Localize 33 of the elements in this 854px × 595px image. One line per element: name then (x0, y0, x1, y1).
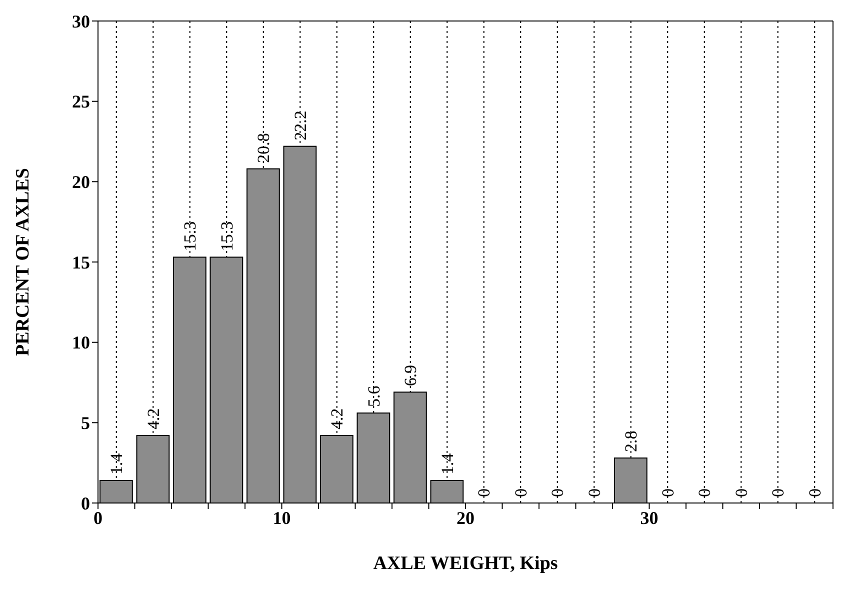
y-tick-label: 30 (72, 11, 90, 32)
data-label: 22.2 (290, 110, 310, 140)
y-tick-label: 15 (72, 252, 90, 272)
data-label: 6.9 (401, 364, 420, 386)
data-label: 4.2 (144, 408, 163, 430)
data-label: 4.2 (328, 408, 347, 430)
data-label: 20.8 (254, 133, 274, 163)
data-label: 1.4 (107, 452, 126, 475)
y-tick-label: 10 (72, 332, 90, 353)
x-tick-label: 0 (94, 508, 102, 528)
x-tick-label: 20 (456, 508, 474, 528)
data-label: 1.4 (438, 452, 457, 475)
data-label: 15.3 (180, 221, 200, 252)
x-tick-label: 10 (272, 508, 291, 528)
x-tick-label: 30 (640, 508, 658, 528)
y-tick-label: 0 (81, 493, 90, 514)
data-label: 5.6 (364, 386, 384, 408)
x-axis-title: AXLE WEIGHT, Kips (373, 553, 558, 574)
data-label: 0 (805, 488, 824, 497)
data-label: 0 (474, 488, 494, 497)
y-tick-label: 20 (72, 172, 90, 192)
data-label: 0 (695, 488, 714, 497)
data-label: 0 (548, 488, 568, 497)
data-label: 0 (511, 488, 530, 497)
data-label: 15.3 (217, 221, 236, 252)
data-label: 0 (584, 488, 604, 497)
data-label: 0 (768, 488, 788, 497)
data-label: 2.8 (622, 430, 641, 452)
data-label: 0 (658, 488, 678, 497)
y-tick-label: 25 (72, 92, 90, 112)
y-tick-label: 5 (81, 413, 90, 434)
data-label: 0 (732, 488, 751, 497)
y-axis-title: PERCENT OF AXLES (12, 168, 34, 356)
